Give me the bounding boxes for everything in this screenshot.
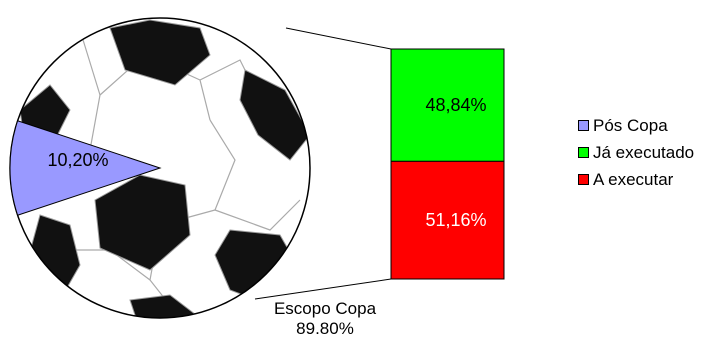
bar-label-a-executar: 51,16% (425, 210, 486, 230)
ball-patch (129, 294, 202, 318)
legend-swatch (578, 174, 589, 185)
pie-label-escopo-name: Escopo Copa (274, 299, 377, 318)
legend-label: Já executado (593, 142, 695, 162)
bar-segment-ja-executado (390, 48, 505, 162)
connector-line-top (285, 27, 392, 50)
legend-item-a-executar: A executar (578, 166, 694, 193)
ball-patch (239, 69, 310, 161)
legend-item-pos-copa: Pós Copa (578, 112, 694, 139)
legend-label: A executar (593, 169, 674, 189)
legend: Pós Copa Já executado A executar (578, 112, 694, 193)
ball-patch (109, 19, 211, 86)
legend-swatch (578, 147, 589, 158)
legend-swatch (578, 120, 589, 131)
legend-label: Pós Copa (593, 115, 668, 135)
legend-item-ja-executado: Já executado (578, 139, 694, 166)
connector-line-bottom (254, 278, 392, 300)
bar-segment-a-executar (390, 160, 505, 280)
pie-label-pos-copa: 10,20% (47, 150, 108, 170)
pie-slice-pos-copa (9, 120, 162, 216)
bar-label-ja-executado: 48,84% (425, 95, 486, 115)
pie-label-escopo-value: 89.80% (296, 319, 354, 338)
